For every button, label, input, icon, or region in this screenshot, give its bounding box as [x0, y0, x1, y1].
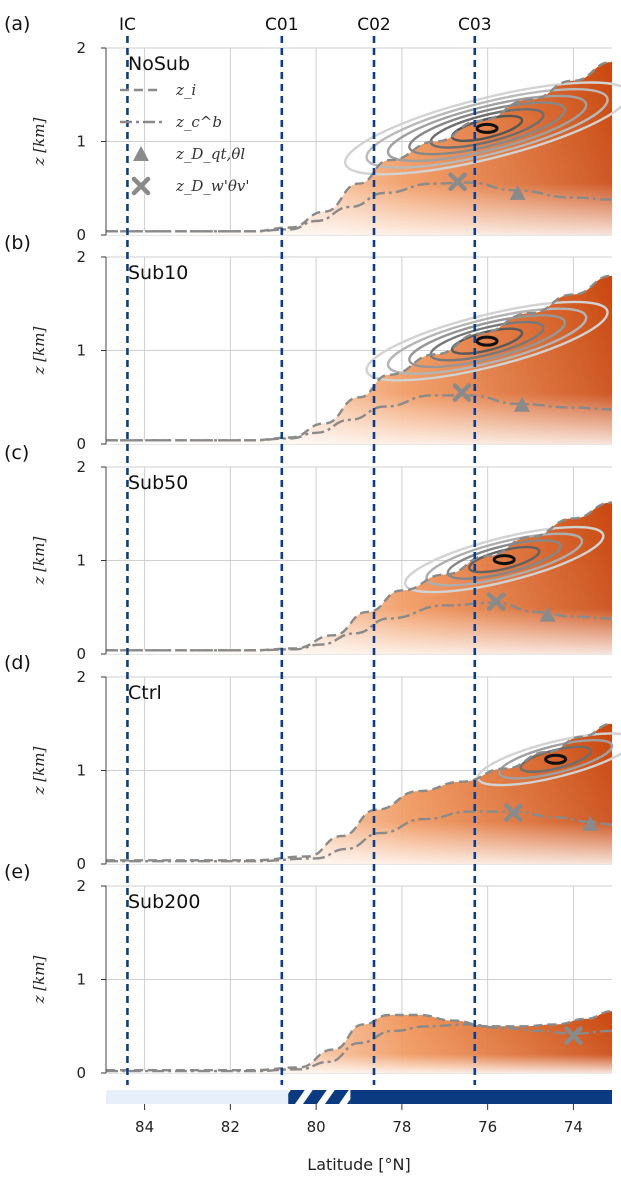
x-tick-label: 76 — [478, 1118, 497, 1136]
zi-line — [106, 1010, 613, 1072]
cloud-contour-core — [492, 554, 516, 566]
zcb-line — [105, 810, 613, 863]
y-tick-label: 2 — [76, 248, 86, 266]
panel-tag: (d) — [4, 652, 31, 674]
cross-marker — [486, 592, 506, 611]
panel-tag: (e) — [4, 861, 31, 883]
section-label: C01 — [265, 15, 299, 35]
panel-ctrl: 0 1 2 z [km] (d) Ctrl — [4, 652, 621, 873]
cloud-contour — [386, 94, 588, 163]
x-axis-label: Latitude [°N] — [307, 1155, 410, 1174]
x-tick-label: 82 — [221, 1118, 240, 1136]
y-axis-label: z [km] — [30, 118, 48, 167]
panel-tag: (c) — [4, 442, 29, 464]
cloud-contour — [498, 738, 614, 780]
y-tick-label: 0 — [76, 645, 86, 663]
panel-nosub: 0 1 2 z [km] (a) NoSub — [4, 13, 621, 244]
triangle-marker — [509, 184, 526, 200]
y-axis-label: z [km] — [30, 956, 48, 1005]
panel-sub50: 0 1 2 z [km] (c) Sub50 — [4, 442, 613, 663]
y-tick-label: 1 — [76, 971, 86, 989]
triangle-marker — [513, 396, 530, 412]
legend-swatch-triangle — [133, 146, 149, 161]
cross-marker — [452, 383, 472, 402]
surface-bar-segment — [106, 1090, 289, 1104]
panel-title: NoSub — [128, 53, 190, 75]
legend-label: z_i — [175, 81, 196, 99]
bl-fade — [106, 275, 612, 444]
legend-label: z_c^b — [175, 113, 222, 131]
cross-marker — [448, 172, 467, 191]
y-axis-label: z [km] — [30, 537, 48, 586]
zcb-line — [105, 394, 613, 442]
surface-bar-segment — [288, 1090, 351, 1104]
triangle-marker — [582, 815, 599, 831]
triangle-marker — [539, 606, 556, 622]
section-label: IC — [119, 15, 136, 35]
cloud-contour-core — [475, 335, 499, 347]
cloud-contour — [386, 307, 588, 375]
y-tick-label: 1 — [76, 133, 86, 151]
cloud-contour — [365, 300, 609, 382]
y-tick-label: 2 — [76, 668, 86, 686]
zcb-line — [106, 1023, 613, 1073]
y-tick-label: 0 — [76, 226, 86, 244]
section-label: C03 — [458, 15, 492, 35]
zcb-line — [106, 181, 613, 233]
zi-line — [105, 722, 613, 862]
panel-title: Sub200 — [128, 891, 200, 913]
x-tick-label: 80 — [307, 1118, 326, 1136]
panel-title: Sub10 — [128, 262, 188, 284]
x-tick-label: 74 — [564, 1118, 583, 1136]
legend-label: z_D_qt,θl — [175, 145, 245, 163]
y-tick-label: 2 — [76, 458, 86, 476]
cross-marker — [504, 803, 523, 822]
surface-bar-segment — [350, 1090, 612, 1104]
y-tick-label: 0 — [76, 855, 86, 873]
cloud-contour — [365, 88, 609, 169]
y-tick-label: 0 — [76, 1064, 86, 1082]
y-tick-label: 0 — [76, 435, 86, 453]
cross-marker — [564, 1026, 583, 1045]
panel-title: Sub50 — [128, 472, 188, 494]
y-axis-label: z [km] — [30, 747, 48, 796]
panel-sub10: 0 1 2 z [km] (b) Sub10 — [4, 232, 613, 453]
bl-fade — [106, 62, 612, 235]
zcb-line — [105, 601, 613, 652]
y-tick-label: 1 — [76, 552, 86, 570]
y-axis-label: z [km] — [30, 327, 48, 376]
bl-fade — [106, 723, 612, 864]
y-tick-label: 2 — [76, 877, 86, 895]
panel-sub200: 0 1 2 z [km] (e) Sub200 — [4, 861, 613, 1082]
cloud-contour-core — [475, 122, 499, 134]
panel-title: Ctrl — [128, 682, 162, 704]
cloud-contour-core — [544, 753, 568, 765]
y-tick-label: 1 — [76, 342, 86, 360]
section-label: C02 — [357, 15, 391, 35]
x-tick-label: 84 — [135, 1118, 154, 1136]
legend-swatch-cross — [131, 176, 151, 196]
legend-label: z_D_w'θv' — [175, 177, 250, 195]
legend: z_i z_c^b z_D_qt,θl z_D_w'θv' — [120, 81, 250, 196]
y-tick-label: 1 — [76, 762, 86, 780]
cloud-contour — [408, 314, 567, 369]
cloud-contour — [344, 81, 621, 176]
bl-fade — [106, 502, 612, 654]
panel-tag: (a) — [4, 13, 30, 35]
panel-tag: (b) — [4, 232, 31, 254]
cloud-contour — [403, 525, 605, 594]
cloud-contour — [408, 101, 567, 156]
x-tick-label: 78 — [392, 1118, 411, 1136]
y-tick-label: 2 — [76, 39, 86, 57]
